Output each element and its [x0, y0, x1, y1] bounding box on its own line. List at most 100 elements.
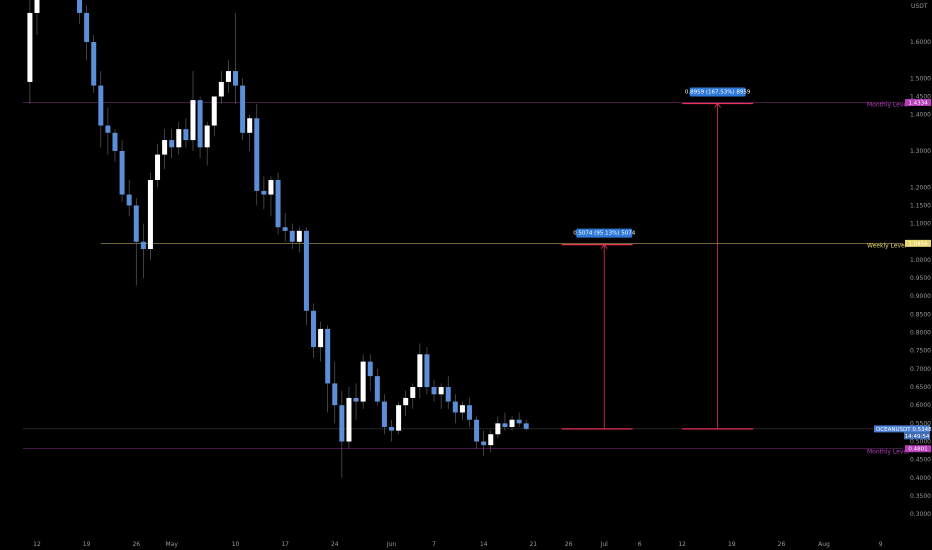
candle[interactable] — [126, 180, 132, 217]
time-tick-label: 26 — [565, 541, 573, 548]
candle[interactable] — [282, 212, 288, 242]
level-label: Monthly Level — [867, 102, 909, 109]
candle[interactable] — [339, 390, 345, 478]
candle[interactable] — [466, 397, 472, 427]
candle[interactable] — [424, 347, 430, 395]
current-price-tag-symbol: OCEANUSDT 0.5348 — [876, 427, 932, 433]
candle[interactable] — [481, 430, 487, 457]
candle[interactable] — [289, 223, 295, 250]
candle[interactable] — [225, 60, 231, 93]
candle-body — [27, 12, 33, 82]
candle[interactable] — [296, 227, 302, 253]
candle[interactable] — [112, 129, 118, 162]
candle[interactable] — [516, 412, 522, 427]
candle[interactable] — [438, 383, 444, 409]
candle[interactable] — [488, 430, 494, 453]
candle[interactable] — [523, 419, 529, 431]
candle-body — [502, 423, 508, 427]
candle[interactable] — [190, 71, 196, 151]
candle[interactable] — [459, 401, 465, 420]
candle[interactable] — [367, 354, 373, 391]
candle[interactable] — [176, 121, 182, 155]
candles-layer[interactable] — [27, 0, 529, 478]
candle[interactable] — [495, 416, 501, 438]
measure-layer[interactable]: 0.5074 (95.13%) 5074 0.8959 (167.53%) 895… — [561, 87, 754, 430]
candle[interactable] — [204, 121, 210, 166]
candle[interactable] — [353, 383, 359, 420]
candle[interactable] — [218, 71, 224, 104]
candle[interactable] — [410, 383, 416, 409]
candle-body — [268, 180, 274, 195]
candle[interactable] — [318, 321, 324, 362]
candle[interactable] — [261, 176, 267, 210]
candle[interactable] — [374, 368, 380, 406]
candle[interactable] — [147, 172, 153, 260]
candle[interactable] — [346, 387, 352, 449]
candle[interactable] — [162, 129, 168, 170]
price-range-measure[interactable]: 0.5074 (95.13%) 5074 — [561, 228, 636, 430]
candle[interactable] — [403, 390, 409, 417]
candle[interactable] — [381, 394, 387, 435]
candle[interactable] — [311, 303, 317, 358]
candle[interactable] — [197, 96, 203, 159]
measure-arrow-icon — [600, 243, 608, 249]
candle-body — [389, 426, 394, 431]
candle[interactable] — [133, 198, 139, 286]
price-range-measure[interactable]: 0.8959 (167.53%) 8959 — [682, 87, 754, 430]
time-axis[interactable]: 12 19 26 May 10 17 24 Jun 7 14 21 26 Jul 6 12 19 26 Aug 9 — [33, 541, 883, 548]
candle[interactable] — [445, 376, 451, 409]
candle[interactable] — [183, 118, 189, 148]
candle-body — [183, 129, 189, 141]
candle[interactable] — [509, 416, 515, 431]
candle[interactable] — [34, 0, 40, 35]
candle[interactable] — [27, 0, 33, 104]
candle[interactable] — [77, 0, 83, 24]
time-tick-label: 9 — [879, 541, 883, 548]
candle[interactable] — [119, 140, 125, 202]
candle[interactable] — [247, 114, 253, 151]
candle[interactable] — [417, 343, 423, 398]
time-tick-label: 26 — [778, 541, 786, 548]
candle[interactable] — [502, 412, 508, 431]
candle[interactable] — [240, 78, 246, 141]
candle[interactable] — [84, 5, 90, 61]
candle[interactable] — [254, 103, 260, 206]
candle-body — [261, 190, 267, 195]
candle[interactable] — [233, 12, 239, 104]
candle-body — [296, 230, 302, 242]
candle[interactable] — [325, 325, 331, 413]
candle[interactable] — [211, 96, 217, 137]
candle[interactable] — [140, 223, 146, 279]
candle[interactable] — [155, 143, 161, 188]
candle-body — [105, 125, 111, 133]
candle[interactable] — [332, 361, 338, 424]
candle[interactable] — [474, 416, 480, 449]
candle[interactable] — [389, 419, 394, 442]
candle[interactable] — [105, 107, 111, 155]
candle-body — [98, 85, 104, 126]
candle[interactable] — [431, 379, 437, 402]
level-label: Weekly Level — [867, 242, 907, 249]
candle[interactable] — [396, 401, 402, 435]
candle[interactable] — [275, 172, 281, 235]
candle-body — [318, 328, 324, 348]
candle-body — [197, 100, 203, 148]
price-axis[interactable]: USDT 1.6000 1.5000 1.4500 1.4000 1.3000 1.200… — [910, 3, 931, 518]
price-tick-label: 0.5000 — [910, 439, 931, 446]
time-tick-label: 19 — [83, 541, 91, 548]
candle[interactable] — [91, 34, 97, 93]
time-tick-label: May — [166, 541, 179, 548]
candle[interactable] — [360, 354, 366, 409]
candle[interactable] — [303, 227, 309, 326]
candle[interactable] — [98, 71, 104, 148]
candle-body — [452, 401, 458, 413]
time-tick-label: 6 — [638, 541, 642, 548]
time-tick-label: 14 — [480, 541, 488, 548]
candle[interactable] — [169, 129, 175, 159]
candle[interactable] — [452, 394, 458, 424]
price-tick-label: 0.6500 — [910, 384, 931, 391]
candle-body — [325, 328, 331, 384]
candle[interactable] — [268, 176, 274, 217]
candle-body — [162, 140, 168, 155]
